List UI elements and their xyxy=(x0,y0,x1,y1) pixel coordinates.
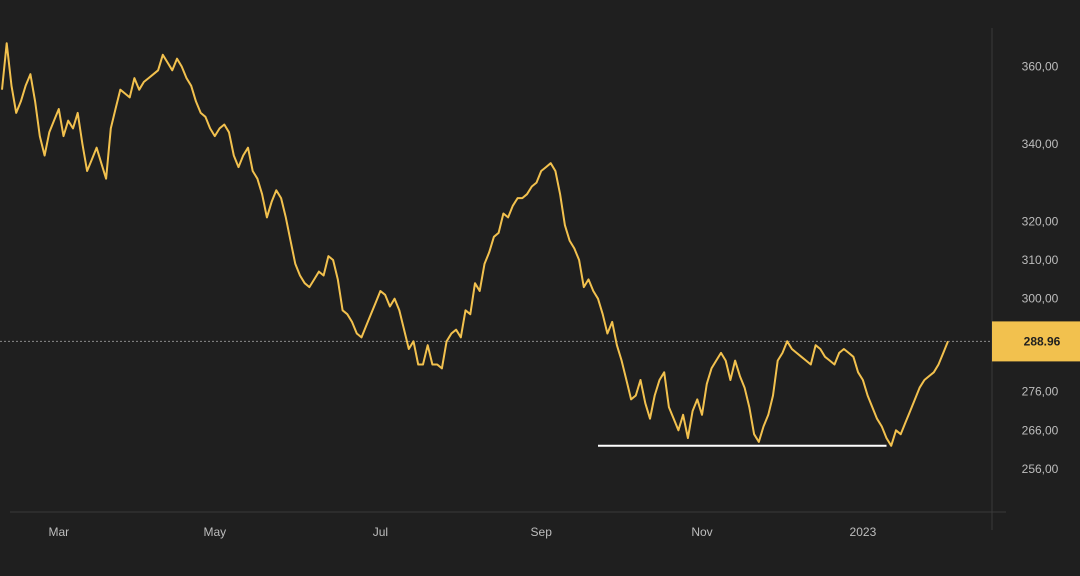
x-tick-label: Sep xyxy=(531,525,553,539)
y-axis-ticks: 360,00 340,00 320,00 310,00 300,00 276,00 266,… xyxy=(1022,60,1059,477)
y-tick-label: 276,00 xyxy=(1022,385,1059,399)
y-tick-label: 256,00 xyxy=(1022,462,1059,476)
last-price-badge xyxy=(992,321,1080,362)
y-tick-label: 320,00 xyxy=(1022,214,1059,228)
price-series-line xyxy=(1,42,949,447)
y-tick-label: 360,00 xyxy=(1022,60,1059,74)
x-tick-label: 2023 xyxy=(850,525,877,539)
y-tick-label: 266,00 xyxy=(1022,423,1059,437)
x-tick-label: Mar xyxy=(48,525,69,539)
x-tick-label: Jul xyxy=(373,525,388,539)
y-tick-label: 300,00 xyxy=(1022,292,1059,306)
x-tick-label: Nov xyxy=(691,525,712,539)
x-axis-ticks: Mar May Jul Sep Nov 2023 xyxy=(48,525,876,539)
y-tick-label: 310,00 xyxy=(1022,253,1059,267)
x-tick-label: May xyxy=(203,525,226,539)
y-tick-label: 340,00 xyxy=(1022,137,1059,151)
last-price-label: 288.96 xyxy=(1024,334,1061,348)
